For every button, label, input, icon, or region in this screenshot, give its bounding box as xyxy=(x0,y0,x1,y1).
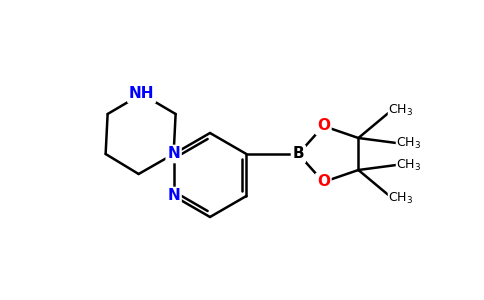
Text: NH: NH xyxy=(129,86,154,101)
Text: CH$_3$: CH$_3$ xyxy=(396,135,422,151)
Text: O: O xyxy=(317,175,330,190)
Text: N: N xyxy=(167,146,180,161)
Text: O: O xyxy=(317,118,330,134)
Text: CH$_3$: CH$_3$ xyxy=(396,158,422,172)
Text: N: N xyxy=(167,188,180,203)
Text: CH$_3$: CH$_3$ xyxy=(388,102,413,118)
Text: B: B xyxy=(292,146,304,161)
Text: CH$_3$: CH$_3$ xyxy=(388,190,413,206)
